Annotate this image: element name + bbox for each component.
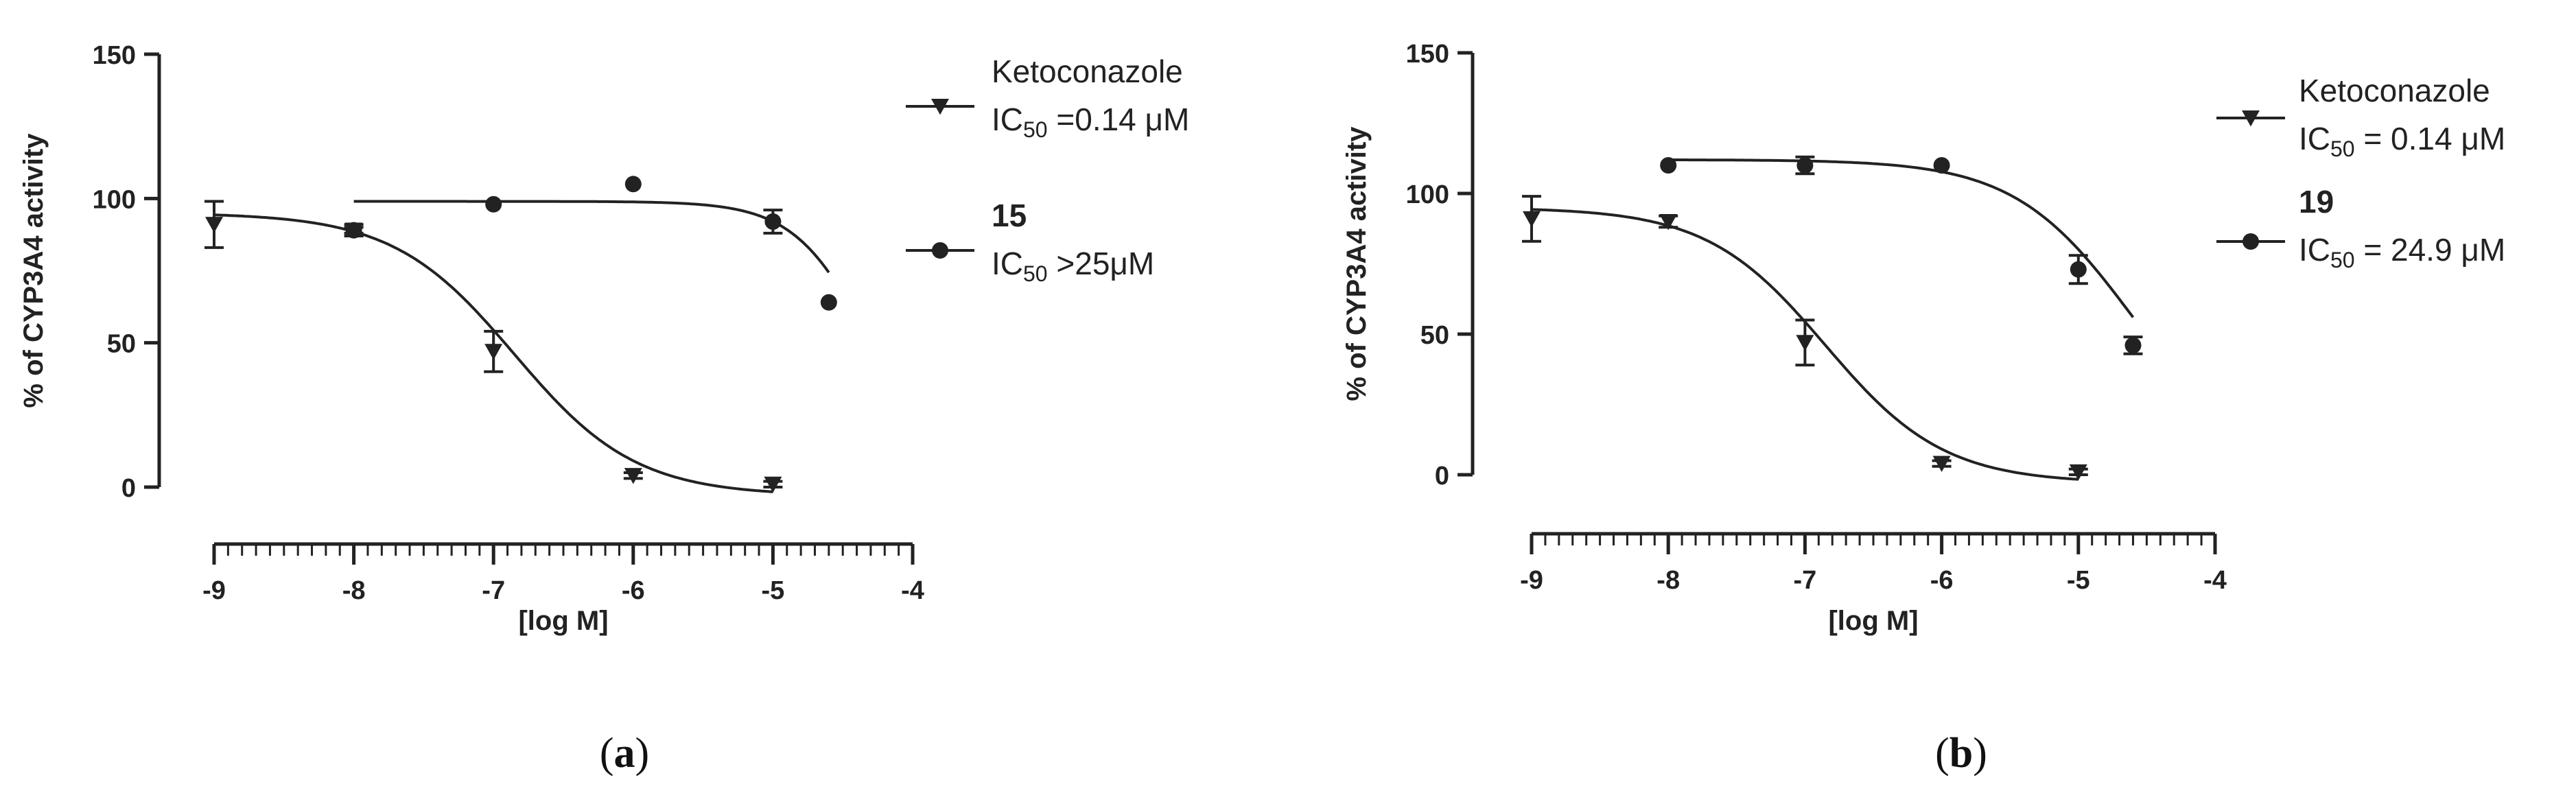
panel-a-legend-name-15: 15 xyxy=(992,198,1027,233)
data-point-ketoconazole xyxy=(1659,213,1678,231)
data-point-19 xyxy=(1660,157,1677,174)
series-19 xyxy=(1660,155,2143,355)
data-point-ketoconazole xyxy=(1796,335,1814,351)
y-tick-label: 50 xyxy=(1420,321,1449,350)
panel-a-x-axis-title: [log M] xyxy=(518,606,608,636)
panel-b-legend-entry-ketoconazole: Ketoconazole IC50 = 0.14 μM xyxy=(2216,73,2505,161)
x-tick-label: -7 xyxy=(482,576,505,605)
y-tick-label: 150 xyxy=(93,41,136,70)
panel-a-legend-ic50-ketoconazole: IC50 =0.14 μM xyxy=(992,102,1189,142)
x-tick-label: -6 xyxy=(1930,566,1954,595)
panel-b-legend-entry-19: 19 IC50 = 24.9 μM xyxy=(2216,184,2505,272)
series-ketoconazole xyxy=(1522,195,2088,481)
x-tick-label: -9 xyxy=(202,576,226,605)
data-point-ketoconazole xyxy=(484,344,503,360)
data-point-ketoconazole xyxy=(624,468,642,484)
x-tick-label: -5 xyxy=(762,576,785,605)
panel-a-legend: Ketoconazole IC50 =0.14 μM 15 IC50 >25μM xyxy=(906,54,1189,286)
data-point-ketoconazole xyxy=(764,476,782,493)
y-tick-label: 100 xyxy=(1406,180,1449,209)
panel-a-y-axis: 0 50 100 150 xyxy=(93,41,161,503)
panel-b-x-axis: -9 -8 -7 -6 -5 -4 xyxy=(1520,532,2227,595)
y-tick-label: 0 xyxy=(121,474,136,503)
legend-marker xyxy=(906,242,974,259)
panel-b-y-axis-title: % of CYP3A4 activity xyxy=(1342,126,1372,401)
legend-symbol xyxy=(2242,110,2260,127)
legend-symbol xyxy=(932,242,948,259)
panel-b-legend-ic50-19: IC50 = 24.9 μM xyxy=(2299,232,2505,272)
panel-a-legend-ic50-15: IC50 >25μM xyxy=(992,246,1154,286)
legend-marker xyxy=(2216,110,2285,127)
panel-a-legend-entry-15: 15 IC50 >25μM xyxy=(906,198,1154,286)
fit-curve-19 xyxy=(1668,158,2135,318)
panel-b-y-axis: 0 50 100 150 xyxy=(1406,40,1475,491)
panel-b-legend-name-ketoconazole: Ketoconazole xyxy=(2299,73,2490,108)
legend-marker xyxy=(906,98,974,115)
series-15 xyxy=(344,176,837,311)
data-point-15 xyxy=(485,196,502,213)
x-tick-label: -5 xyxy=(2067,566,2090,595)
y-tick-label: 150 xyxy=(1406,40,1449,69)
legend-symbol xyxy=(931,98,949,115)
data-point-ketoconazole xyxy=(1932,456,1951,472)
data-point-ketoconazole xyxy=(1523,211,1541,228)
data-point-19 xyxy=(2124,337,2142,354)
data-point-15 xyxy=(345,222,362,239)
x-tick-label: -4 xyxy=(901,576,924,605)
panel-b-legend: Ketoconazole IC50 = 0.14 μM 19 IC50 = 24… xyxy=(2216,73,2505,272)
x-tick-label: -4 xyxy=(2203,566,2227,595)
fit-curve-15 xyxy=(353,200,830,274)
data-point-19 xyxy=(1796,157,1814,174)
data-point-15 xyxy=(624,176,642,193)
legend-symbol xyxy=(2243,233,2259,250)
data-point-19 xyxy=(1933,157,1950,174)
data-point-15 xyxy=(820,294,837,311)
x-tick-label: -7 xyxy=(1794,566,1817,595)
panel-a-caption: (a) xyxy=(600,730,649,777)
data-point-15 xyxy=(764,213,782,230)
x-tick-label: -9 xyxy=(1520,566,1543,595)
panel-a-x-axis: -9 -8 -7 -6 -5 -4 xyxy=(202,542,924,605)
panel-b-x-axis-title: [log M] xyxy=(1828,606,1918,636)
x-tick-label: -8 xyxy=(1656,566,1680,595)
panel-b-legend-name-19: 19 xyxy=(2299,184,2334,220)
panel-b-legend-ic50-ketoconazole: IC50 = 0.14 μM xyxy=(2299,121,2505,161)
y-tick-label: 100 xyxy=(93,185,136,214)
data-point-ketoconazole xyxy=(205,217,223,233)
panel-a-y-axis-title: % of CYP3A4 activity xyxy=(19,133,49,408)
series-ketoconazole xyxy=(204,200,783,493)
x-tick-label: -6 xyxy=(622,576,645,605)
data-point-ketoconazole xyxy=(2069,464,2087,481)
panel-a-legend-name-ketoconazole: Ketoconazole xyxy=(992,54,1183,89)
data-point-19 xyxy=(2070,261,2087,278)
panel-b-caption: (b) xyxy=(1935,730,1987,777)
panel-a-legend-entry-ketoconazole: Ketoconazole IC50 =0.14 μM xyxy=(906,54,1189,142)
legend-marker xyxy=(2216,233,2285,250)
y-tick-label: 50 xyxy=(107,330,136,359)
x-tick-label: -8 xyxy=(342,576,366,605)
y-tick-label: 0 xyxy=(1435,462,1449,491)
